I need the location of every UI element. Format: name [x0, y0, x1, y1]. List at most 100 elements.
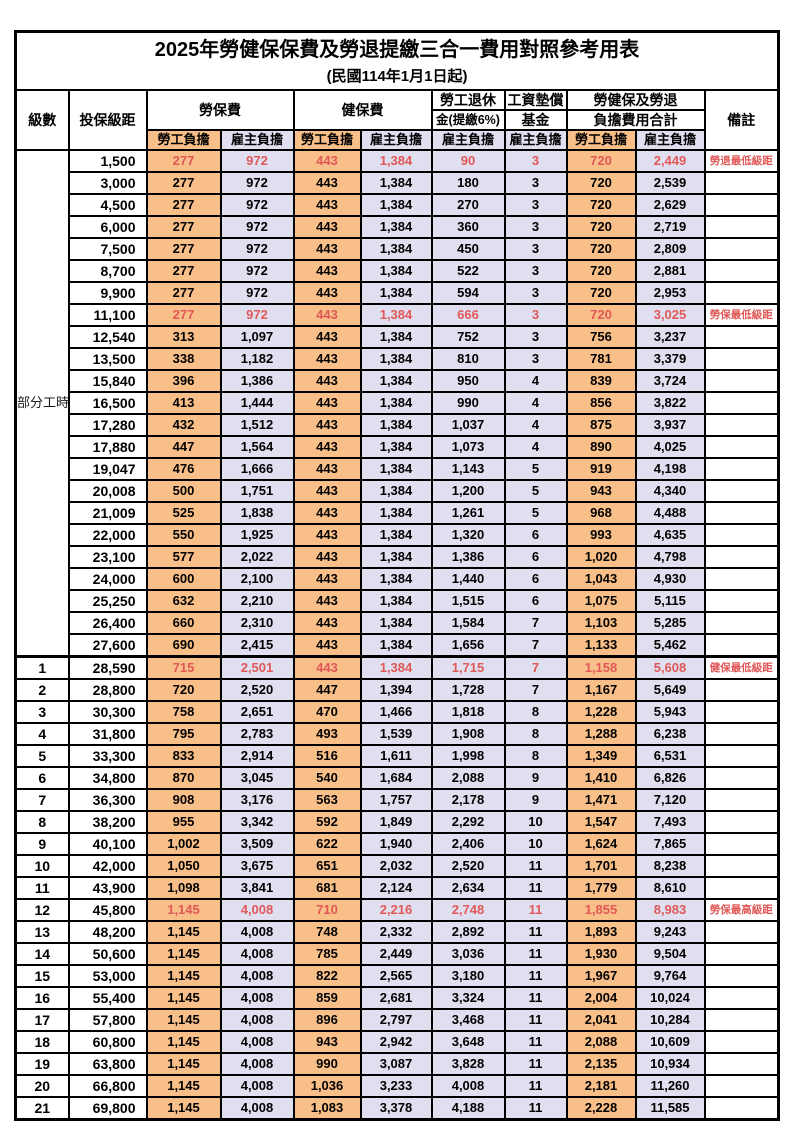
level-cell: 6 — [14, 766, 70, 790]
value-cell: 2,210 — [219, 589, 295, 613]
value-cell: 1,384 — [359, 589, 433, 613]
bracket-cell: 66,800 — [67, 1074, 148, 1098]
table-row: 9 40,100 1,002 3,509 622 1,940 2,406 10 1,624 7,8… — [14, 832, 780, 856]
value-cell: 5,285 — [634, 611, 706, 635]
value-cell: 11 — [503, 876, 568, 900]
value-cell: 1,466 — [359, 700, 433, 724]
value-cell: 2,406 — [430, 832, 506, 856]
table-row: 26,400 660 2,310 443 1,384 1,584 7 1,103 5,285 — [16, 611, 780, 635]
bracket-cell: 13,500 — [67, 347, 148, 371]
bracket-cell: 55,400 — [67, 986, 148, 1010]
value-cell: 1,145 — [145, 1052, 222, 1076]
value-cell: 1,564 — [219, 435, 295, 459]
value-cell: 4,008 — [219, 1096, 295, 1121]
value-cell: 795 — [145, 722, 222, 746]
subheader-pension-employer: 雇主負擔 — [430, 129, 506, 151]
col-header-level: 級數 — [14, 89, 70, 151]
value-cell: 1,386 — [430, 545, 506, 569]
value-cell: 9,764 — [634, 964, 706, 988]
bracket-cell: 30,300 — [67, 700, 148, 724]
value-cell: 758 — [145, 700, 222, 724]
value-cell: 1,384 — [359, 479, 433, 503]
value-cell: 3,937 — [634, 413, 706, 437]
remark-cell — [703, 281, 780, 305]
bracket-cell: 15,840 — [67, 369, 148, 393]
value-cell: 3,036 — [430, 942, 506, 966]
level-cell: 11 — [14, 876, 70, 900]
level-cell: 16 — [14, 986, 70, 1010]
value-cell: 720 — [565, 149, 637, 173]
level-cell: 21 — [14, 1096, 70, 1121]
value-cell: 3,233 — [359, 1074, 433, 1098]
value-cell: 594 — [430, 281, 506, 305]
value-cell: 6,238 — [634, 722, 706, 746]
value-cell: 277 — [145, 193, 222, 217]
value-cell: 875 — [565, 413, 637, 437]
value-cell: 4,008 — [219, 1074, 295, 1098]
value-cell: 651 — [292, 854, 362, 878]
remark-cell — [703, 678, 780, 702]
value-cell: 8 — [503, 744, 568, 768]
table-row: 22,000 550 1,925 443 1,384 1,320 6 993 4,635 — [16, 523, 780, 547]
value-cell: 3,648 — [430, 1030, 506, 1054]
value-cell: 1,384 — [359, 501, 433, 525]
value-cell: 3,342 — [219, 810, 295, 834]
value-cell: 1,228 — [565, 700, 637, 724]
header-row-3: 勞工負擔 雇主負擔 勞工負擔 雇主負擔 雇主負擔 雇主負擔 勞工負擔 雇主負擔 — [16, 129, 779, 151]
value-cell: 5,649 — [634, 678, 706, 702]
value-cell: 90 — [430, 149, 506, 173]
table-row: 12 45,800 1,145 4,008 710 2,216 2,748 11 1,855 8,… — [14, 898, 780, 922]
bracket-cell: 6,000 — [67, 215, 148, 239]
value-cell: 4,008 — [219, 986, 295, 1010]
remark-cell — [703, 237, 780, 261]
value-cell: 622 — [292, 832, 362, 856]
col-header-total-line1: 勞健保及勞退 — [565, 89, 706, 111]
value-cell: 1,320 — [430, 523, 506, 547]
value-cell: 1,384 — [359, 281, 433, 305]
bracket-cell: 63,800 — [67, 1052, 148, 1076]
value-cell: 11 — [503, 942, 568, 966]
value-cell: 1,384 — [359, 413, 433, 437]
bracket-cell: 45,800 — [67, 898, 148, 922]
bracket-cell: 43,900 — [67, 876, 148, 900]
bracket-cell: 8,700 — [67, 259, 148, 283]
subheader-total-employee: 勞工負擔 — [565, 129, 637, 151]
value-cell: 277 — [145, 281, 222, 305]
bracket-cell: 27,600 — [67, 633, 148, 658]
value-cell: 577 — [145, 545, 222, 569]
table-row: 20 66,800 1,145 4,008 1,036 3,233 4,008 11 2,181… — [14, 1074, 780, 1098]
value-cell: 1,384 — [359, 215, 433, 239]
value-cell: 6,826 — [634, 766, 706, 790]
value-cell: 1,849 — [359, 810, 433, 834]
value-cell: 5,943 — [634, 700, 706, 724]
level-cell: 9 — [14, 832, 70, 856]
col-header-total-line2: 負擔費用合計 — [565, 109, 706, 131]
value-cell: 720 — [145, 678, 222, 702]
value-cell: 1,384 — [359, 545, 433, 569]
value-cell: 859 — [292, 986, 362, 1010]
value-cell: 632 — [145, 589, 222, 613]
value-cell: 1,103 — [565, 611, 637, 635]
value-cell: 6 — [503, 589, 568, 613]
value-cell: 1,512 — [219, 413, 295, 437]
value-cell: 500 — [145, 479, 222, 503]
bracket-cell: 36,300 — [67, 788, 148, 812]
remark-cell — [703, 611, 780, 635]
value-cell: 443 — [292, 303, 362, 327]
bracket-cell: 48,200 — [67, 920, 148, 944]
table-row: 2 28,800 720 2,520 447 1,394 1,728 7 1,167 5,649 — [14, 678, 780, 702]
value-cell: 443 — [292, 369, 362, 393]
value-cell: 6,531 — [634, 744, 706, 768]
remark-cell — [703, 545, 780, 569]
value-cell: 1,715 — [430, 655, 506, 680]
value-cell: 2,292 — [430, 810, 506, 834]
value-cell: 3 — [503, 237, 568, 261]
value-cell: 4,930 — [634, 567, 706, 591]
value-cell: 2,719 — [634, 215, 706, 239]
value-cell: 360 — [430, 215, 506, 239]
table-row: 4 31,800 795 2,783 493 1,539 1,908 8 1,288 6,238 — [14, 722, 780, 746]
bracket-cell: 38,200 — [67, 810, 148, 834]
value-cell: 10 — [503, 832, 568, 856]
bracket-cell: 40,100 — [67, 832, 148, 856]
value-cell: 972 — [219, 193, 295, 217]
